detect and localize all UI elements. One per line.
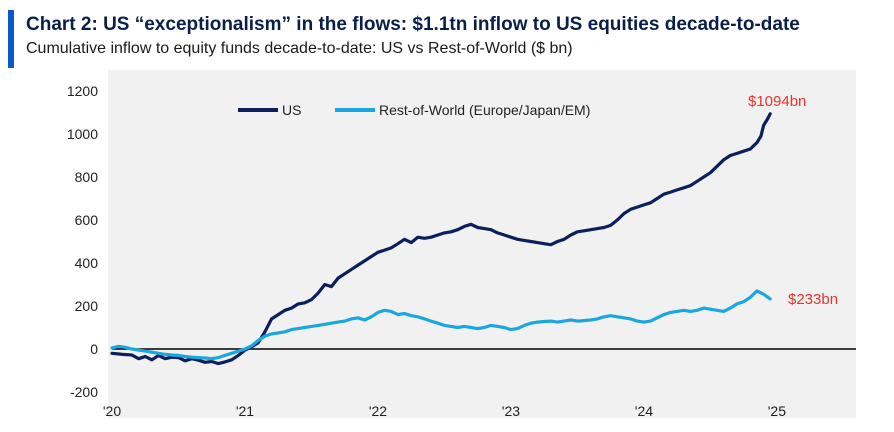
us-series-line — [110, 112, 772, 366]
x-tick-label: '20 — [103, 403, 121, 419]
chart-title: Chart 2: US “exceptionalism” in the flow… — [26, 14, 800, 35]
x-tick-label: '21 — [236, 403, 254, 419]
x-tick-label: '22 — [369, 403, 387, 419]
legend-label-rest-of-world: Rest-of-World (Europe/Japan/EM) — [379, 102, 590, 118]
x-tick-label: '25 — [768, 403, 786, 419]
y-tick-label: 1200 — [67, 83, 98, 99]
x-tick-label: '24 — [635, 403, 653, 419]
title-accent-bar — [8, 10, 14, 68]
y-tick-label: -200 — [70, 384, 98, 400]
y-tick-label: 400 — [75, 255, 99, 271]
legend-label-us: US — [282, 102, 301, 118]
rest-of-world-series-line — [110, 289, 772, 361]
x-tick-label: '23 — [502, 403, 520, 419]
chart-subtitle: Cumulative inflow to equity funds decade… — [26, 40, 573, 57]
rest-of-world-end-value-label: $233bn — [788, 291, 838, 308]
y-tick-label: 800 — [75, 169, 99, 185]
plot-background — [108, 70, 856, 418]
us-end-value-label: $1094bn — [748, 93, 806, 110]
y-tick-label: 600 — [75, 212, 99, 228]
y-tick-label: 0 — [90, 341, 98, 357]
y-tick-label: 200 — [75, 298, 99, 314]
y-tick-label: 1000 — [67, 126, 98, 142]
